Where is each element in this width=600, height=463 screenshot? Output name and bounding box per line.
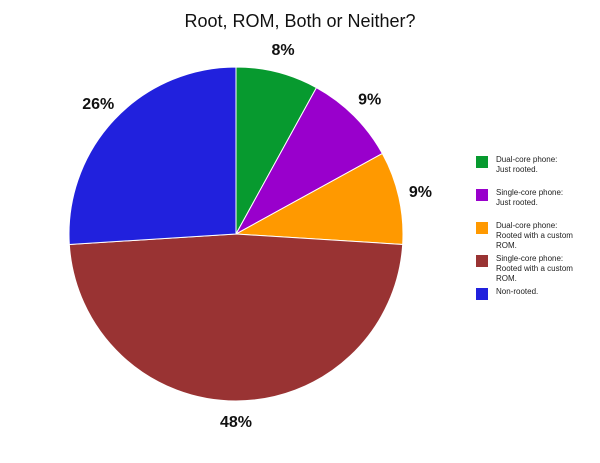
pie-slice: [234, 152, 404, 246]
legend-item: Single-core phone: Rooted with a custom …: [476, 254, 586, 287]
legend-swatch: [476, 156, 488, 168]
data-label: 26%: [82, 96, 114, 113]
legend-item: Dual-core phone: Rooted with a custom RO…: [476, 221, 586, 254]
legend-swatch: [476, 255, 488, 267]
legend-label: Single-core phone: Rooted with a custom …: [496, 254, 573, 283]
data-label: 48%: [220, 414, 252, 431]
legend-item: Single-core phone: Just rooted.: [476, 188, 586, 221]
legend: Dual-core phone: Just rooted. Single-core…: [476, 155, 586, 320]
pie-slice: [234, 86, 384, 236]
pie-slice: [68, 66, 237, 246]
data-label: 9%: [409, 184, 432, 201]
legend-label: Dual-core phone: Rooted with a custom RO…: [496, 221, 573, 250]
legend-item: Non-rooted.: [476, 287, 586, 320]
pie-slice: [68, 233, 404, 402]
chart-title: Root, ROM, Both or Neither?: [184, 11, 415, 31]
legend-swatch: [476, 222, 488, 234]
legend-label: Dual-core phone: Just rooted.: [496, 155, 558, 174]
legend-swatch: [476, 288, 488, 300]
legend-label: Single-core phone: Just rooted.: [496, 188, 564, 207]
legend-label: Non-rooted.: [496, 287, 539, 296]
data-label: 9%: [358, 92, 381, 109]
legend-item: Dual-core phone: Just rooted.: [476, 155, 586, 188]
legend-swatch: [476, 189, 488, 201]
data-label: 8%: [271, 42, 294, 59]
